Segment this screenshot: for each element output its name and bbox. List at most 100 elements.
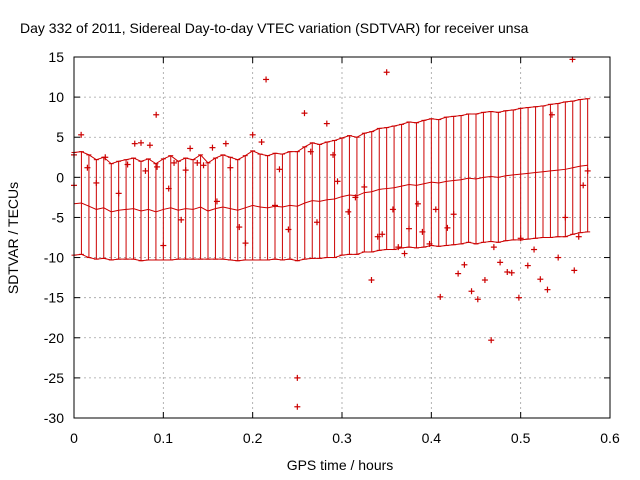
data-point — [524, 262, 531, 269]
data-point — [138, 139, 144, 146]
data-point — [497, 259, 504, 266]
data-point — [474, 296, 481, 303]
data-point — [537, 276, 544, 283]
data-point — [580, 182, 587, 189]
data-point — [249, 131, 256, 138]
data-point — [571, 267, 578, 274]
data-point — [160, 242, 167, 249]
data-point — [455, 270, 462, 277]
data-point — [488, 337, 495, 344]
data-point — [294, 403, 301, 410]
data-point — [444, 224, 451, 231]
data-point — [213, 198, 220, 205]
observation-points — [71, 56, 591, 410]
data-point — [263, 76, 270, 83]
data-point — [209, 144, 216, 151]
lower-sigma-line — [73, 231, 588, 262]
data-point — [395, 244, 402, 251]
data-point — [301, 110, 308, 117]
y-axis-label: SDTVAR / TECUs — [5, 182, 21, 294]
x-tick-label: 0.4 — [422, 430, 442, 446]
data-point — [515, 294, 522, 301]
data-point — [187, 145, 194, 152]
data-point — [437, 293, 444, 300]
data-point — [258, 139, 265, 146]
data-point — [389, 206, 396, 213]
data-point — [490, 244, 497, 251]
data-point — [361, 183, 368, 190]
data-point — [115, 190, 122, 197]
data-point — [313, 219, 320, 226]
sigma-envelope — [71, 98, 591, 262]
y-tick-label: -5 — [52, 209, 65, 225]
data-point — [383, 69, 390, 76]
x-tick-label: 0.3 — [332, 430, 352, 446]
y-tick-label: -20 — [44, 330, 64, 346]
data-point — [194, 159, 201, 166]
data-point — [78, 131, 85, 138]
data-point — [285, 226, 292, 233]
data-point — [481, 277, 488, 284]
x-tick-label: 0.5 — [511, 430, 531, 446]
data-point — [222, 140, 229, 147]
data-point — [171, 159, 178, 166]
data-point — [575, 233, 582, 240]
data-point — [432, 206, 439, 213]
data-point — [517, 235, 524, 242]
data-point — [178, 216, 185, 223]
data-point — [379, 231, 386, 238]
y-tick-label: 15 — [48, 49, 64, 65]
data-point — [426, 240, 433, 247]
data-point — [323, 120, 330, 127]
data-point — [334, 178, 341, 185]
data-point — [131, 140, 138, 147]
data-point — [142, 167, 149, 174]
x-tick-label: 0 — [70, 430, 78, 446]
data-point — [330, 151, 337, 158]
data-point — [154, 163, 161, 170]
data-point — [93, 179, 100, 186]
data-point — [307, 148, 314, 155]
data-point — [352, 194, 359, 201]
data-point — [419, 228, 426, 235]
x-tick-label: 0.6 — [600, 430, 620, 446]
data-point — [276, 166, 283, 173]
data-point — [368, 277, 375, 284]
data-point — [544, 286, 551, 293]
data-point — [272, 202, 278, 209]
data-point — [200, 162, 207, 169]
mean-line — [73, 164, 588, 213]
data-point — [584, 167, 591, 174]
data-point — [242, 240, 249, 247]
data-point — [531, 246, 538, 253]
upper-sigma-line — [73, 98, 588, 165]
data-point — [374, 233, 381, 240]
x-tick-label: 0.1 — [154, 430, 174, 446]
y-tick-label: -15 — [44, 290, 64, 306]
data-point — [345, 208, 352, 215]
data-point — [236, 224, 243, 231]
data-point — [555, 254, 562, 261]
data-point — [461, 261, 468, 268]
data-point — [562, 214, 569, 221]
y-tick-label: -30 — [44, 410, 64, 426]
data-point — [227, 164, 234, 171]
data-point — [414, 200, 421, 207]
data-point — [124, 161, 131, 168]
data-point — [294, 374, 301, 381]
data-point — [84, 164, 91, 171]
data-point — [548, 111, 555, 118]
data-point — [102, 154, 109, 161]
data-point — [508, 269, 515, 276]
y-tick-label: 0 — [56, 169, 64, 185]
y-tick-label: 5 — [56, 129, 64, 145]
y-tick-label: -25 — [44, 370, 64, 386]
data-point — [450, 211, 457, 218]
y-tick-label: 10 — [48, 89, 64, 105]
x-tick-label: 0.2 — [243, 430, 263, 446]
data-point — [504, 268, 511, 275]
data-point — [401, 250, 408, 257]
data-point — [153, 111, 160, 118]
chart-title: Day 332 of 2011, Sidereal Day-to-day VTE… — [20, 20, 529, 36]
